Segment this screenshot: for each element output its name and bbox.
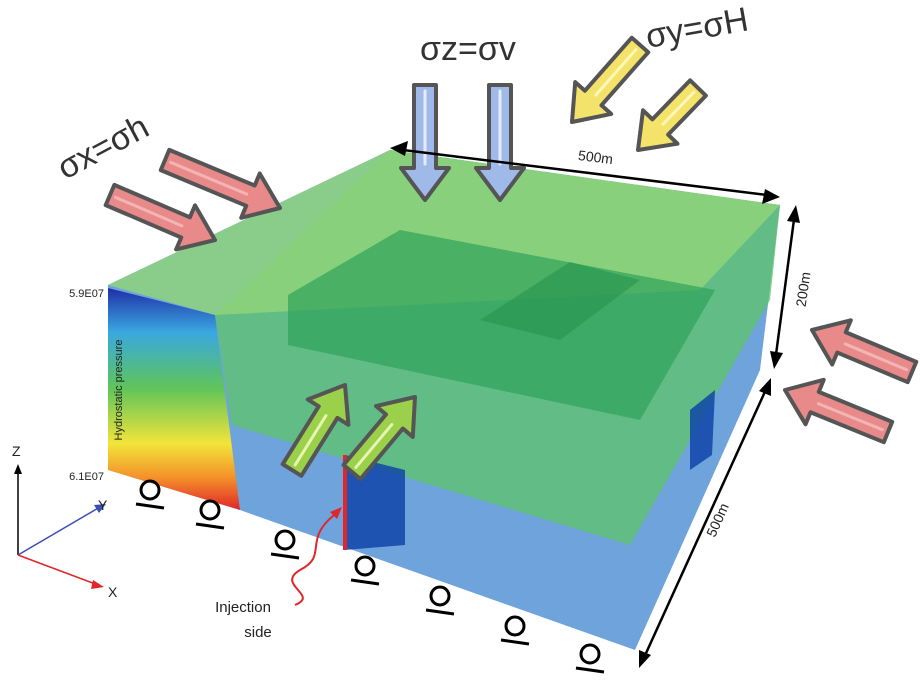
arrow-shaft-highlight bbox=[354, 423, 394, 469]
dimension-lines bbox=[394, 147, 797, 663]
roller bbox=[274, 529, 296, 551]
dim-height-label: 200m bbox=[793, 271, 814, 308]
axis-z-label: Z bbox=[12, 443, 21, 459]
arrows bbox=[103, 35, 919, 482]
arrow-head bbox=[91, 580, 104, 589]
pressure-strip bbox=[108, 288, 240, 510]
pressure-top-label: 5.9E07 bbox=[69, 288, 104, 300]
arrow-shaft-highlight bbox=[114, 195, 184, 228]
arrow-head bbox=[14, 464, 22, 474]
arrow-shaft-highlight bbox=[169, 160, 249, 196]
roller bbox=[199, 499, 221, 521]
roller-base bbox=[350, 578, 380, 586]
inner-ridge bbox=[480, 262, 640, 340]
dim-height bbox=[773, 211, 797, 363]
arrow-head bbox=[762, 189, 780, 204]
dark-blue-face bbox=[690, 390, 715, 470]
arrow-shaft-highlight bbox=[293, 414, 328, 467]
roller-base bbox=[425, 608, 455, 616]
dim-side bbox=[640, 384, 770, 663]
arrow-shaft-highlight bbox=[843, 342, 908, 372]
roller bbox=[139, 479, 161, 501]
injection-label: Injection bbox=[215, 599, 271, 616]
arrow-head bbox=[770, 351, 783, 369]
arrow-head bbox=[390, 141, 408, 156]
pressure-bottom-label: 6.1E07 bbox=[69, 471, 104, 483]
injection-pointer bbox=[291, 511, 339, 606]
arrow-head bbox=[330, 507, 342, 519]
arrow-head bbox=[787, 205, 800, 223]
stress-y-label: σy=σH bbox=[643, 1, 751, 56]
stress-x-label: σx=σh bbox=[51, 108, 155, 187]
y-axis bbox=[17, 506, 101, 556]
dim-top bbox=[394, 147, 776, 198]
dimension-heads bbox=[390, 141, 800, 668]
arrow-head bbox=[94, 504, 106, 513]
roller-base bbox=[195, 522, 225, 530]
arrow-head bbox=[759, 378, 771, 396]
roller-base bbox=[500, 638, 530, 646]
roller bbox=[579, 643, 601, 665]
arrow-shaft-highlight bbox=[594, 47, 638, 97]
roller-base bbox=[135, 502, 165, 510]
x-axis bbox=[17, 554, 99, 586]
roller-base bbox=[270, 552, 300, 560]
axis-y-label: Y bbox=[98, 497, 108, 513]
roller bbox=[429, 585, 451, 607]
axes-triad bbox=[14, 464, 106, 589]
stress-z-label: σz=σv bbox=[420, 30, 516, 68]
rollers bbox=[135, 479, 605, 674]
dim-top-label: 500m bbox=[577, 147, 614, 167]
arrow-head bbox=[639, 650, 651, 668]
arrow-shaft-highlight bbox=[661, 90, 696, 126]
axis-x-label: X bbox=[108, 584, 118, 600]
pressure-axis-label: Hydrostatic pressure bbox=[113, 340, 125, 441]
roller bbox=[504, 615, 526, 637]
arrow-shaft-highlight bbox=[816, 402, 884, 432]
injection-label: side bbox=[244, 624, 272, 641]
roller-base bbox=[575, 666, 605, 674]
roller bbox=[354, 555, 376, 577]
